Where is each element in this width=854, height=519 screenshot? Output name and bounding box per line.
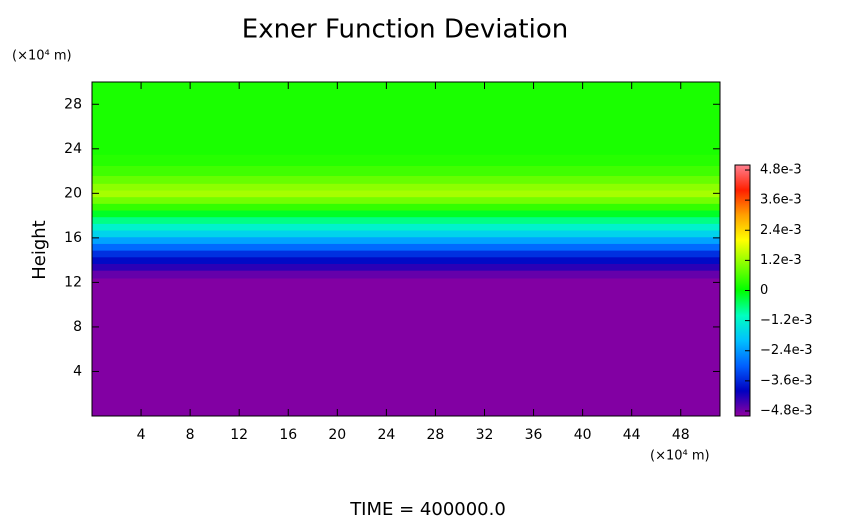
field-band [92, 236, 720, 244]
x-tick-label: 12 [230, 427, 248, 443]
colorbar-tick-label: 2.4e-3 [760, 223, 802, 238]
field-band [92, 263, 720, 271]
y-tick-label: 4 [73, 363, 82, 379]
field-band [92, 349, 720, 417]
field-band [92, 115, 720, 155]
field-band [92, 256, 720, 264]
plot-frame [91, 81, 721, 417]
y-tick-label: 20 [64, 185, 82, 201]
field-band [92, 154, 720, 166]
field-band [92, 277, 720, 350]
field-band [92, 189, 720, 198]
colorbar-tick-label: −3.6e-3 [760, 373, 813, 388]
x-tick-label: 16 [279, 427, 297, 443]
y-axis-label: Height [29, 220, 50, 280]
field-band [92, 203, 720, 211]
chart-title: Exner Function Deviation [242, 15, 568, 45]
field-band [92, 270, 720, 279]
y-tick-label: 28 [64, 96, 82, 112]
x-tick-label: 24 [377, 427, 395, 443]
field-band [92, 183, 720, 191]
colorbar-tick-label: 1.2e-3 [760, 253, 802, 268]
field-band [92, 250, 720, 258]
y-unit-label: (×10⁴ m) [12, 49, 72, 64]
y-tick-label: 12 [64, 274, 82, 290]
field-band [92, 230, 720, 238]
x-tick-label: 48 [672, 427, 690, 443]
field-band [92, 223, 720, 231]
y-tick-label: 16 [64, 230, 82, 246]
field-band [92, 196, 720, 204]
colorbar-tick-label: −1.2e-3 [760, 313, 813, 328]
field-band [92, 82, 720, 116]
y-tick-label: 8 [73, 319, 82, 335]
colorbar-tick-label: 4.8e-3 [760, 163, 802, 178]
x-tick-label: 28 [427, 427, 445, 443]
field-band [92, 216, 720, 224]
x-unit-label: (×10⁴ m) [650, 449, 710, 464]
field-band [92, 165, 720, 177]
y-tick-label: 24 [64, 141, 82, 157]
x-tick-label: 32 [476, 427, 494, 443]
colorbar-tick-label: 0 [760, 283, 768, 298]
colorbar-tick-label: −2.4e-3 [760, 343, 813, 358]
colorbar-tick-label: 3.6e-3 [760, 193, 802, 208]
footer: TIME = 400000.0 [349, 499, 506, 519]
x-tick-label: 20 [328, 427, 346, 443]
field-band [92, 175, 720, 184]
field-band [92, 210, 720, 218]
x-tick-label: 44 [623, 427, 641, 443]
x-tick-label: 40 [574, 427, 592, 443]
x-tick-label: 4 [137, 427, 146, 443]
colorbar-tick-label: −4.8e-3 [760, 403, 813, 418]
x-tick-label: 8 [186, 427, 195, 443]
x-tick-label: 36 [525, 427, 543, 443]
field-band [92, 243, 720, 251]
